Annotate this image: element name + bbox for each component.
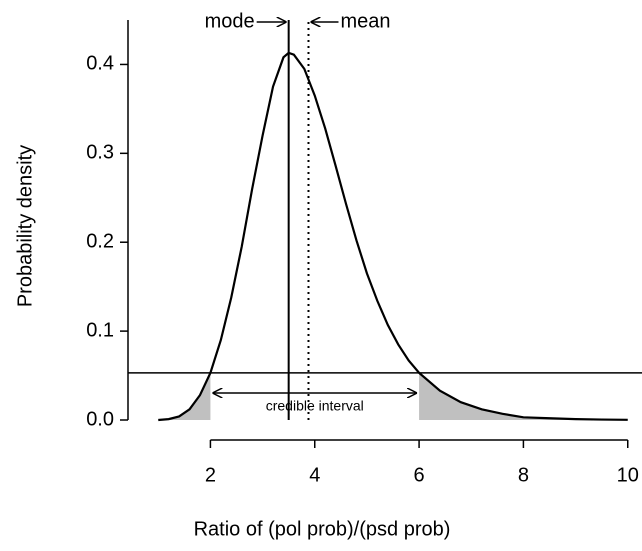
x-tick-label: 8: [518, 464, 529, 486]
y-tick-label: 0.3: [86, 142, 114, 164]
y-tick-label: 0.0: [86, 408, 114, 430]
interval-label: credible interval: [266, 398, 364, 414]
y-axis-label: Probability density: [14, 145, 36, 307]
mode-label: mode: [205, 10, 255, 32]
y-tick-label: 0.4: [86, 53, 114, 75]
y-tick-label: 0.2: [86, 231, 114, 253]
mean-label: mean: [340, 10, 390, 32]
x-tick-label: 4: [309, 464, 320, 486]
x-axis-label: Ratio of (pol prob)/(psd prob): [194, 518, 451, 540]
y-tick-label: 0.1: [86, 319, 114, 341]
density-curve: [158, 51, 628, 422]
x-tick-label: 6: [414, 464, 425, 486]
shaded-tail: [158, 372, 211, 420]
shaded-tail: [419, 372, 628, 420]
x-tick-label: 10: [617, 464, 639, 486]
x-tick-label: 2: [205, 464, 216, 486]
